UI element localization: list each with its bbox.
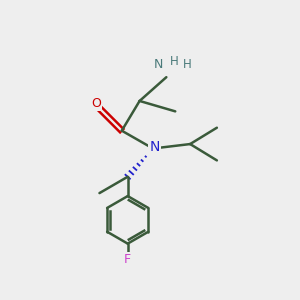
- Text: H: H: [169, 55, 178, 68]
- Text: N: N: [149, 140, 160, 154]
- Text: H: H: [183, 58, 192, 71]
- Text: F: F: [124, 253, 131, 266]
- Text: O: O: [92, 97, 101, 110]
- Text: N: N: [154, 58, 164, 71]
